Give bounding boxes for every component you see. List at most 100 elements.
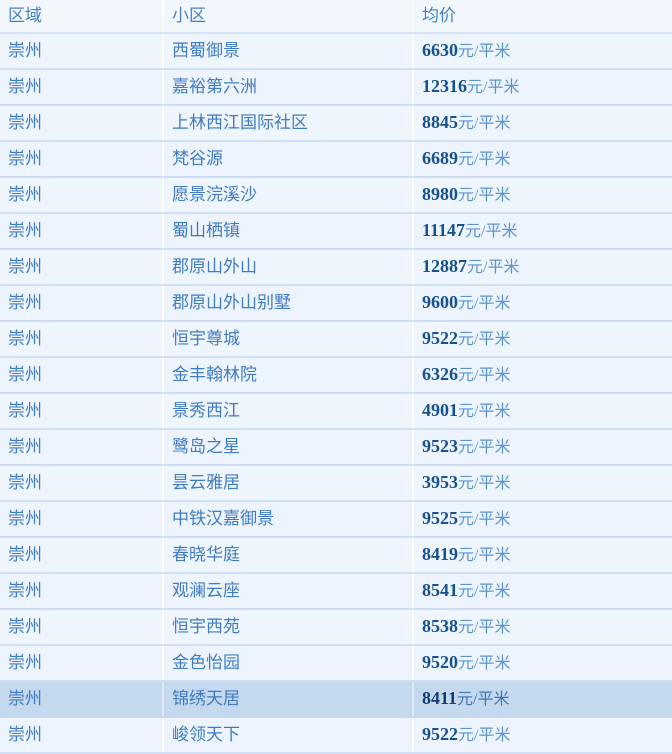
cell-estate: 春晓华庭 [163, 537, 414, 574]
cell-price: 9520元/平米 [413, 645, 672, 682]
table-row[interactable]: 崇州 嘉裕第六洲 12316元/平米 [0, 69, 672, 106]
cell-estate: 鹭岛之星 [163, 429, 414, 466]
table-row[interactable]: 崇州 金丰翰林院 6326元/平米 [0, 357, 672, 394]
price-unit: 元/平米 [458, 547, 511, 564]
cell-region: 崇州 [0, 645, 164, 682]
price-amount: 9522 [422, 724, 458, 744]
cell-estate: 上林西江国际社区 [163, 105, 414, 142]
table-row[interactable]: 崇州 观澜云座 8541元/平米 [0, 573, 672, 610]
cell-region: 崇州 [0, 105, 164, 142]
cell-price: 4901元/平米 [413, 393, 672, 430]
cell-price: 8980元/平米 [413, 177, 672, 214]
price-amount: 9523 [422, 436, 458, 456]
cell-region: 崇州 [0, 681, 164, 718]
price-amount: 8845 [422, 112, 458, 132]
table-row[interactable]: 崇州 愿景浣溪沙 8980元/平米 [0, 177, 672, 214]
cell-price: 6689元/平米 [413, 141, 672, 178]
price-unit: 元/平米 [458, 583, 511, 600]
table-row[interactable]: 崇州 春晓华庭 8419元/平米 [0, 537, 672, 574]
table-header-row: 区域 小区 均价 [0, 0, 672, 34]
price-unit: 元/平米 [458, 475, 511, 492]
cell-price: 9522元/平米 [413, 717, 672, 754]
cell-estate: 景秀西江 [163, 393, 414, 430]
table-row[interactable]: 崇州 梵谷源 6689元/平米 [0, 141, 672, 178]
cell-region: 崇州 [0, 717, 164, 754]
price-unit: 元/平米 [458, 727, 511, 744]
table-row[interactable]: 崇州 鹭岛之星 9523元/平米 [0, 429, 672, 466]
table-row[interactable]: 崇州 金色怡园 9520元/平米 [0, 645, 672, 682]
table-row[interactable]: 崇州 郡原山外山别墅 9600元/平米 [0, 285, 672, 322]
price-amount: 6630 [422, 40, 458, 60]
cell-region: 崇州 [0, 573, 164, 610]
column-header-region[interactable]: 区域 [0, 0, 164, 34]
price-amount: 8411 [422, 688, 458, 708]
cell-region: 崇州 [0, 69, 164, 106]
cell-region: 崇州 [0, 609, 164, 646]
cell-price: 9525元/平米 [413, 501, 672, 538]
cell-region: 崇州 [0, 321, 164, 358]
price-unit: 元/平米 [458, 151, 511, 168]
price-unit: 元/平米 [458, 115, 511, 132]
cell-price: 8845元/平米 [413, 105, 672, 142]
cell-region: 崇州 [0, 141, 164, 178]
cell-region: 崇州 [0, 465, 164, 502]
price-unit: 元/平米 [458, 403, 511, 420]
column-header-price[interactable]: 均价 [413, 0, 672, 34]
table-row[interactable]: 崇州 恒宇尊城 9522元/平米 [0, 321, 672, 358]
table-row[interactable]: 崇州 锦绣天居 8411元/平米 [0, 681, 672, 718]
price-unit: 元/平米 [458, 619, 511, 636]
table-row[interactable]: 崇州 西蜀御景 6630元/平米 [0, 33, 672, 70]
cell-region: 崇州 [0, 501, 164, 538]
price-unit: 元/平米 [458, 655, 511, 672]
price-unit: 元/平米 [458, 295, 511, 312]
cell-price: 9523元/平米 [413, 429, 672, 466]
cell-estate: 中铁汉嘉御景 [163, 501, 414, 538]
cell-estate: 郡原山外山别墅 [163, 285, 414, 322]
table-row[interactable]: 崇州 恒宇西苑 8538元/平米 [0, 609, 672, 646]
table-row[interactable]: 崇州 中铁汉嘉御景 9525元/平米 [0, 501, 672, 538]
price-amount: 4901 [422, 400, 458, 420]
cell-region: 崇州 [0, 285, 164, 322]
table-row[interactable]: 崇州 蜀山栖镇 11147元/平米 [0, 213, 672, 250]
table-row[interactable]: 崇州 郡原山外山 12887元/平米 [0, 249, 672, 286]
cell-price: 11147元/平米 [413, 213, 672, 250]
price-amount: 12887 [422, 256, 467, 276]
price-amount: 6326 [422, 364, 458, 384]
cell-estate: 金丰翰林院 [163, 357, 414, 394]
price-unit: 元/平米 [467, 259, 520, 276]
table-row[interactable]: 崇州 昙云雅居 3953元/平米 [0, 465, 672, 502]
price-unit: 元/平米 [458, 331, 511, 348]
cell-estate: 昙云雅居 [163, 465, 414, 502]
cell-region: 崇州 [0, 213, 164, 250]
cell-price: 6630元/平米 [413, 33, 672, 70]
price-unit: 元/平米 [458, 43, 511, 60]
price-amount: 6689 [422, 148, 458, 168]
table-row[interactable]: 崇州 景秀西江 4901元/平米 [0, 393, 672, 430]
table-row[interactable]: 崇州 峻领天下 9522元/平米 [0, 717, 672, 754]
price-amount: 9520 [422, 652, 458, 672]
cell-estate: 峻领天下 [163, 717, 414, 754]
cell-region: 崇州 [0, 249, 164, 286]
cell-estate: 愿景浣溪沙 [163, 177, 414, 214]
cell-price: 12887元/平米 [413, 249, 672, 286]
price-amount: 9600 [422, 292, 458, 312]
price-amount: 8541 [422, 580, 458, 600]
cell-price: 3953元/平米 [413, 465, 672, 502]
price-unit: 元/平米 [467, 79, 520, 96]
cell-estate: 西蜀御景 [163, 33, 414, 70]
column-header-estate[interactable]: 小区 [163, 0, 414, 34]
table-row[interactable]: 崇州 上林西江国际社区 8845元/平米 [0, 105, 672, 142]
cell-estate: 恒宇西苑 [163, 609, 414, 646]
cell-price: 8538元/平米 [413, 609, 672, 646]
price-unit: 元/平米 [458, 511, 511, 528]
cell-price: 8419元/平米 [413, 537, 672, 574]
cell-price: 8541元/平米 [413, 573, 672, 610]
cell-region: 崇州 [0, 357, 164, 394]
cell-price: 12316元/平米 [413, 69, 672, 106]
price-amount: 8980 [422, 184, 458, 204]
cell-estate: 金色怡园 [163, 645, 414, 682]
price-unit: 元/平米 [458, 187, 511, 204]
price-unit: 元/平米 [458, 439, 511, 456]
price-unit: 元/平米 [458, 367, 511, 384]
